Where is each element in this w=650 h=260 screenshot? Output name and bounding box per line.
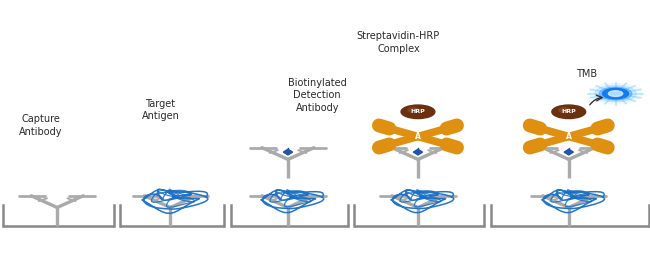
- Circle shape: [599, 87, 632, 100]
- Text: Streptavidin-HRP
Complex: Streptavidin-HRP Complex: [357, 31, 440, 54]
- Text: A: A: [566, 132, 572, 141]
- Text: TMB: TMB: [577, 69, 597, 79]
- Text: A: A: [415, 132, 421, 141]
- Circle shape: [552, 105, 586, 119]
- Polygon shape: [283, 149, 292, 155]
- Text: HRP: HRP: [411, 109, 425, 114]
- Circle shape: [608, 91, 623, 96]
- Text: Target
Antigen: Target Antigen: [142, 99, 179, 121]
- Circle shape: [408, 108, 420, 113]
- Polygon shape: [564, 149, 573, 155]
- Circle shape: [595, 85, 636, 102]
- Text: HRP: HRP: [562, 109, 576, 114]
- Circle shape: [590, 83, 642, 104]
- Circle shape: [401, 105, 435, 119]
- Text: Capture
Antibody: Capture Antibody: [20, 114, 62, 137]
- Circle shape: [603, 88, 629, 99]
- Polygon shape: [413, 149, 423, 155]
- Text: Biotinylated
Detection
Antibody: Biotinylated Detection Antibody: [288, 78, 346, 113]
- Circle shape: [558, 108, 571, 113]
